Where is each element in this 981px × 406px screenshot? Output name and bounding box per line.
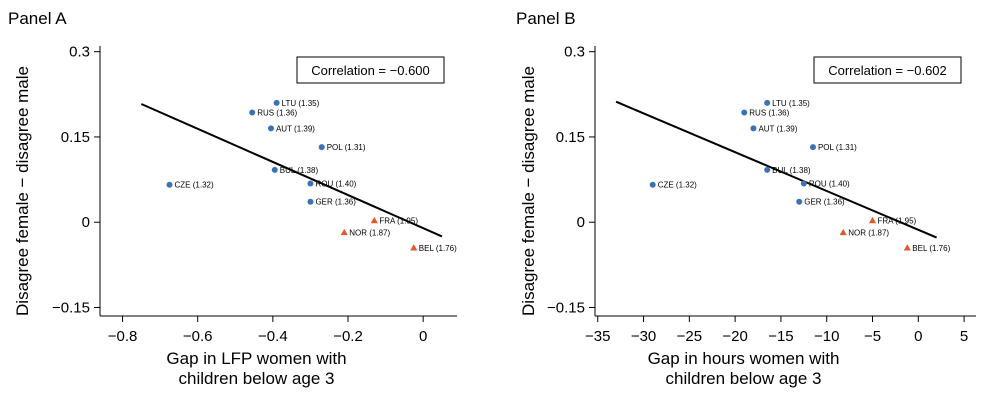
panel-b: Panel B −0.15 0 0.15 0.3 −35 −30 −25 −20 −15 −10 −5… xyxy=(516,9,976,388)
x-tick-label: −0.4 xyxy=(258,328,288,345)
fit-line xyxy=(615,100,938,239)
panel-title: Panel B xyxy=(516,9,576,28)
data-point-triangle xyxy=(410,244,418,251)
data-point-circle xyxy=(307,180,314,187)
data-point-triangle xyxy=(370,216,378,224)
point-label: FRA (1.95) xyxy=(878,217,917,226)
data-point-circle xyxy=(796,198,803,205)
y-axis-label: Disagree female − disagree male xyxy=(519,66,538,316)
data-point-circle xyxy=(800,180,807,187)
y-tick-label: 0 xyxy=(577,214,585,231)
x-tick-label: −35 xyxy=(585,328,610,345)
point-label: AUT (1.39) xyxy=(276,124,315,133)
y-tick-label: 0 xyxy=(82,214,90,231)
x-axis-label: Gap in LFP women with xyxy=(166,349,346,368)
fit-line xyxy=(140,103,443,238)
x-tick-label: 0 xyxy=(419,328,427,345)
correlation-text: Correlation = −0.600 xyxy=(311,63,430,78)
correlation-text: Correlation = −0.602 xyxy=(828,63,947,78)
data-point-circle xyxy=(764,99,771,106)
point-label: BEL (1.76) xyxy=(912,244,950,253)
point-label: GER (1.36) xyxy=(315,198,356,207)
x-tick-label: −15 xyxy=(768,328,793,345)
point-label: RUS (1.36) xyxy=(749,109,789,118)
data-point-triangle xyxy=(868,216,877,224)
correlation-box xyxy=(296,56,445,84)
point-label: CZE (1.32) xyxy=(175,181,214,190)
data-point-circle xyxy=(249,109,256,116)
data-point-circle xyxy=(750,125,757,132)
data-point-triangle xyxy=(340,228,348,236)
data-point-circle xyxy=(271,166,278,173)
data-point-circle xyxy=(273,99,280,106)
x-tick-label: −20 xyxy=(722,328,747,345)
data-point-circle xyxy=(809,144,816,151)
point-label: NOR (1.87) xyxy=(349,228,390,237)
y-tick-label: 0.15 xyxy=(556,129,585,146)
x-tick-label: 5 xyxy=(960,328,968,345)
point-label: RUS (1.36) xyxy=(257,109,297,118)
point-label: BEL (1.76) xyxy=(419,244,457,253)
data-point-triangle xyxy=(903,244,911,251)
data-point-circle xyxy=(166,181,173,188)
x-axis-label: Gap in hours women with xyxy=(648,349,840,368)
y-axis-label: Disagree female − disagree male xyxy=(13,66,32,316)
point-label: AUT (1.39) xyxy=(758,124,797,133)
x-axis-label: children below age 3 xyxy=(179,369,335,388)
data-point-circle xyxy=(649,181,656,188)
panel-title: Panel A xyxy=(8,9,67,28)
y-tick-label: 0.3 xyxy=(564,44,585,61)
point-label: LTU (1.35) xyxy=(772,99,810,108)
x-tick-label: −0.2 xyxy=(333,328,363,345)
data-point-circle xyxy=(741,109,748,116)
point-label: GER (1.36) xyxy=(804,198,845,207)
x-axis-label: children below age 3 xyxy=(666,369,822,388)
data-point-circle xyxy=(267,125,274,132)
x-tick-label: −25 xyxy=(677,328,702,345)
data-point-triangle xyxy=(839,228,847,236)
point-label: BUL (1.38) xyxy=(772,166,811,175)
x-tick-label: 0 xyxy=(914,328,922,345)
data-point-circle xyxy=(307,198,314,205)
correlation-box xyxy=(813,56,962,84)
point-label: ROU (1.40) xyxy=(809,180,850,189)
x-tick-label: −30 xyxy=(631,328,656,345)
data-point-circle xyxy=(318,144,325,151)
point-label: BUL (1.38) xyxy=(280,166,319,175)
panel-a: Panel A −0.15 0 0.15 0.3 −0.8 −0.6 −0.4 −0.2 0 Dis… xyxy=(8,9,457,388)
data-point-circle xyxy=(764,166,771,173)
point-label: NOR (1.87) xyxy=(848,228,889,237)
y-tick-label: −0.15 xyxy=(547,299,585,316)
y-tick-label: −0.15 xyxy=(52,299,90,316)
point-label: POL (1.31) xyxy=(818,143,857,152)
y-tick-label: 0.3 xyxy=(69,44,90,61)
point-label: LTU (1.35) xyxy=(282,99,320,108)
x-tick-label: −0.8 xyxy=(108,328,138,345)
x-tick-label: −5 xyxy=(864,328,881,345)
point-label: ROU (1.40) xyxy=(315,180,356,189)
y-tick-label: 0.15 xyxy=(61,129,90,146)
point-label: POL (1.31) xyxy=(327,143,366,152)
point-label: CZE (1.32) xyxy=(658,181,697,190)
x-tick-label: −10 xyxy=(814,328,839,345)
x-tick-label: −0.6 xyxy=(183,328,213,345)
point-label: FRA (1.95) xyxy=(379,217,418,226)
